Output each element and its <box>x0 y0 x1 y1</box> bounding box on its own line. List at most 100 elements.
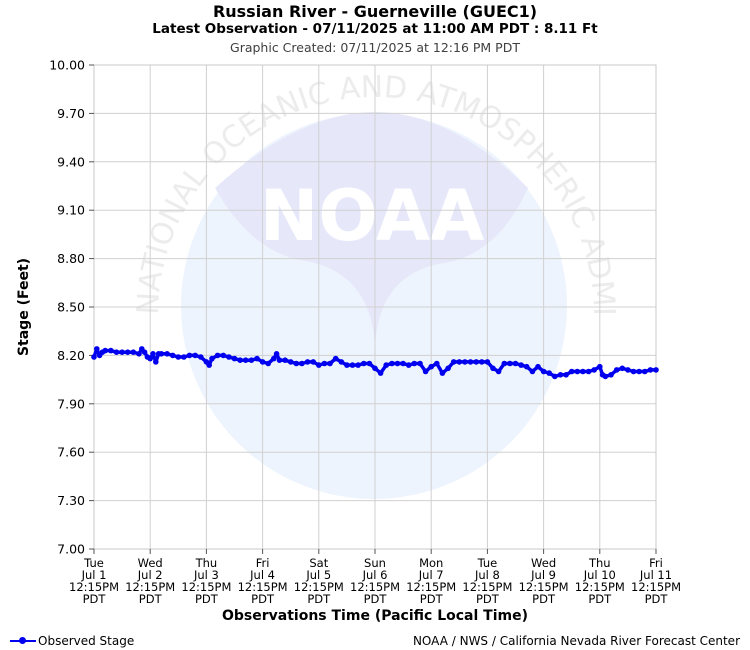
observed-stage-point <box>574 368 581 375</box>
observed-stage-point <box>254 355 260 362</box>
x-tick-label: Thu Jul 3 12:15PM PDT <box>181 556 231 606</box>
y-tick-label: 8.50 <box>57 300 85 315</box>
observed-stage-point <box>557 372 564 378</box>
observed-stage-point <box>535 363 541 370</box>
observed-stage-point <box>327 360 333 367</box>
grid-lines <box>93 64 657 550</box>
observed-stage-point <box>512 360 519 367</box>
observed-stage-point <box>394 360 401 367</box>
y-tick-label: 9.10 <box>57 203 85 218</box>
observed-stage-point <box>175 354 182 360</box>
observed-stage-point <box>456 359 463 365</box>
observed-stage-point <box>226 354 232 360</box>
x-tick-label: Wed Jul 2 12:15PM PDT <box>125 556 175 606</box>
observed-stage-point <box>642 368 648 375</box>
observed-stage-point <box>192 352 198 359</box>
observed-stage-point <box>361 360 367 367</box>
y-tick-label: 8.80 <box>57 251 85 266</box>
y-tick-label: 9.40 <box>57 154 85 169</box>
observed-stage-point <box>501 360 508 367</box>
observed-stage-point <box>349 362 356 368</box>
observed-stage-point <box>304 359 311 365</box>
observed-stage-point <box>552 373 558 380</box>
observed-stage-point <box>568 368 575 375</box>
observed-stage-point <box>94 346 100 352</box>
observed-stage-point <box>108 347 114 354</box>
observed-stage-point <box>377 370 384 376</box>
observed-stage-point <box>473 359 480 365</box>
y-tick-label: 7.00 <box>57 542 85 557</box>
observed-stage-point <box>422 368 429 375</box>
observed-stage-point <box>265 360 272 367</box>
observed-stage-point <box>181 354 187 360</box>
observed-stage-point <box>400 360 406 367</box>
x-tick-label: Fri Jul 4 12:15PM PDT <box>238 556 288 606</box>
observed-stage-point <box>136 351 142 357</box>
observed-stage-point <box>150 351 156 357</box>
observed-stage-point <box>321 360 328 367</box>
x-tick-label: Tue Jul 1 12:15PM PDT <box>69 556 119 606</box>
observed-stage-point <box>653 367 659 373</box>
observed-stage-point <box>130 349 137 356</box>
observed-stage-point <box>287 359 294 365</box>
observed-stage-point <box>490 365 496 372</box>
observed-stage-point <box>563 372 569 378</box>
observed-stage-point <box>113 349 120 356</box>
observed-stage-point <box>434 360 440 367</box>
observed-stage-point <box>608 372 614 378</box>
observed-stage-point <box>214 352 221 359</box>
observed-stage-point <box>237 357 243 364</box>
observed-stage-point <box>411 360 418 367</box>
observed-stage-point <box>450 359 457 365</box>
observed-stage-point <box>248 357 255 364</box>
observed-stage-point <box>273 351 280 357</box>
observed-stage-point <box>344 362 350 368</box>
observed-stage-point <box>597 363 603 370</box>
observed-stage-point <box>591 367 597 373</box>
y-tick-label: 10.00 <box>49 58 85 73</box>
credit-text: NOAA / NWS / California Nevada River For… <box>412 634 740 648</box>
observed-stage-point <box>602 373 609 380</box>
x-axis-label: Observations Time (Pacific Local Time) <box>222 608 528 624</box>
observed-stage-point <box>647 367 654 373</box>
graphic-created: Graphic Created: 07/11/2025 at 12:16 PM … <box>230 40 520 55</box>
y-tick-label: 7.90 <box>57 396 85 411</box>
y-tick-label: 7.30 <box>57 493 85 508</box>
observed-stage-point <box>540 368 547 375</box>
observed-stage-point <box>198 354 204 360</box>
observed-stage-point <box>282 357 288 364</box>
noaa-logo-watermark: NOAA NATIONAL OCEANIC AND ATMOSPHERIC AD… <box>0 0 621 499</box>
observed-stage-point <box>467 359 474 365</box>
observed-stage-point <box>158 351 165 357</box>
observed-stage-point <box>209 355 215 362</box>
observed-stage-point <box>299 360 305 367</box>
observed-stage-point <box>619 365 626 372</box>
legend-line-marker <box>10 635 36 647</box>
observed-stage-point <box>636 368 642 375</box>
observed-stage-point <box>141 349 148 356</box>
observed-stage-point <box>523 363 530 370</box>
observed-stage-point <box>484 359 491 365</box>
x-tick-label: Sat Jul 5 12:15PM PDT <box>294 556 344 606</box>
latest-observation: Latest Observation - 07/11/2025 at 11:00… <box>152 21 598 37</box>
legend-label: Observed Stage <box>38 634 135 648</box>
observed-stage-point <box>271 355 277 362</box>
y-tick-label: 9.70 <box>57 106 85 121</box>
chart-title: Russian River - Guerneville (GUEC1) <box>212 2 538 21</box>
observed-stage-point <box>124 349 131 356</box>
observed-stage-point <box>206 362 212 368</box>
observed-stage-point <box>164 351 170 357</box>
x-tick-label: Thu Jul 10 12:15PM PDT <box>575 556 625 606</box>
observed-stage-point <box>405 362 412 368</box>
observed-stage-point <box>169 352 176 359</box>
observed-stage-point <box>518 362 524 368</box>
observed-stage-point <box>580 368 586 375</box>
observed-stage-point <box>383 362 390 368</box>
observed-stage-point <box>355 362 361 368</box>
observed-stage-point <box>332 355 339 362</box>
observed-stage-point <box>428 363 435 370</box>
observed-stage-point <box>119 349 125 356</box>
observed-stage-point <box>186 352 193 359</box>
observed-stage-point <box>310 359 317 365</box>
